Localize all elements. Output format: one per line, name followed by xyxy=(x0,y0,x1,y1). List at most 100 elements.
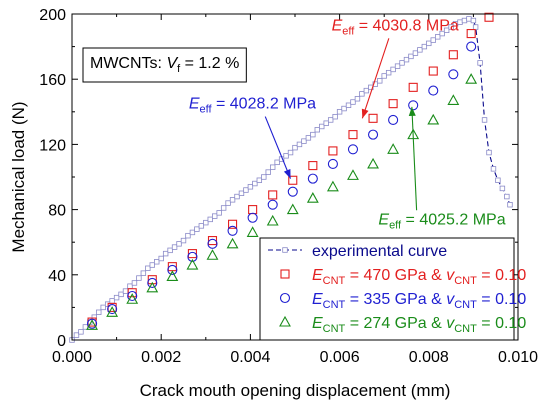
data-point-circle xyxy=(327,158,338,170)
data-point-square xyxy=(127,288,137,298)
y-tick-label: 80 xyxy=(48,203,66,220)
data-point-experimental xyxy=(118,291,124,298)
data-point-experimental xyxy=(73,332,80,338)
data-point-experimental xyxy=(377,78,383,84)
y-tick-label: 120 xyxy=(39,137,66,154)
data-point-experimental xyxy=(194,226,200,232)
data-point-experimental xyxy=(82,324,89,330)
data-point-experimental xyxy=(176,241,182,247)
legend-symbol: E xyxy=(312,315,323,332)
data-point-triangle xyxy=(86,319,99,330)
data-point-experimental xyxy=(461,17,468,24)
data-point-experimental xyxy=(412,50,419,56)
data-point-triangle xyxy=(347,169,359,180)
data-point-circle xyxy=(207,238,218,249)
data-point-circle xyxy=(187,251,198,262)
data-point-triangle xyxy=(226,237,239,249)
data-point-experimental xyxy=(477,60,483,66)
x-tick-label: 0.000 xyxy=(52,349,92,366)
annotation-symbol: E xyxy=(189,96,200,113)
data-point-circle xyxy=(267,199,278,210)
data-point-circle xyxy=(147,277,158,289)
data-point-experimental xyxy=(149,262,155,268)
data-point-circle xyxy=(408,100,419,111)
data-point-experimental xyxy=(499,185,506,192)
data-point-experimental xyxy=(341,105,347,112)
data-point-square xyxy=(428,66,438,76)
legend-subscript: CNT xyxy=(323,275,346,287)
data-point-experimental xyxy=(256,177,263,183)
data-point-circle xyxy=(466,41,477,52)
annotation-arrow xyxy=(361,38,390,119)
legend-subscript: CNT xyxy=(323,323,346,335)
x-axis-label: Crack mouth opening displacement (mm) xyxy=(140,381,451,400)
legend-marker-triangle xyxy=(279,315,291,327)
annotation-label: Eeff = 4030.8 MPa xyxy=(332,17,459,37)
data-point-experimental xyxy=(390,66,396,73)
x-tick-label: 0.002 xyxy=(141,349,181,366)
data-point-experimental xyxy=(198,223,205,229)
data-point-experimental xyxy=(421,43,428,50)
legend-subscript: CNT xyxy=(323,299,346,311)
data-point-triangle xyxy=(286,203,299,215)
data-point-experimental xyxy=(238,190,245,196)
data-point-triangle xyxy=(106,306,119,317)
data-point-triangle xyxy=(465,73,478,84)
data-point-circle xyxy=(367,129,379,140)
legend-label: ECNT = 470 GPa & vCNT = 0.10 xyxy=(312,267,526,287)
data-point-experimental xyxy=(319,123,325,130)
annotation-arrow xyxy=(411,106,418,211)
legend-text: = 0.10 xyxy=(477,315,526,332)
data-point-triangle xyxy=(146,281,159,293)
annotation-subscript: eff xyxy=(342,25,355,37)
annotation-arrowhead xyxy=(408,106,416,117)
data-point-square xyxy=(466,29,476,39)
data-point-experimental xyxy=(381,73,387,79)
data-point-experimental xyxy=(470,17,477,24)
data-point-experimental xyxy=(287,149,294,156)
data-point-experimental xyxy=(261,174,267,180)
legend-label: ECNT = 274 GPa & vCNT = 0.10 xyxy=(312,315,526,335)
data-point-experimental xyxy=(113,294,120,301)
data-point-triangle xyxy=(447,94,460,105)
data-point-triangle xyxy=(387,143,400,154)
data-point-square xyxy=(288,175,298,185)
data-point-circle xyxy=(107,303,118,315)
data-point-experimental xyxy=(486,149,492,156)
legend-symbol: v xyxy=(446,315,455,332)
x-tick-label: 0.006 xyxy=(320,349,360,366)
annotation-value: = 4030.8 MPa xyxy=(354,17,459,34)
data-point-triangle xyxy=(186,258,199,270)
y-tick-label: 0 xyxy=(57,333,66,350)
legend-text: = 470 GPa & xyxy=(345,267,446,284)
mark-layer: 0.000 0.002 0.004 0.006 0.008 0.010 0 40 80 120 16… xyxy=(39,7,538,366)
data-point-experimental xyxy=(439,30,445,37)
data-point-square xyxy=(368,113,378,123)
data-point-experimental xyxy=(426,40,432,47)
data-point-experimental xyxy=(162,250,169,257)
data-point-triangle xyxy=(326,180,339,192)
annotation-label: Eeff = 4025.2 MPa xyxy=(378,211,505,231)
data-point-square xyxy=(448,50,458,60)
data-point-experimental xyxy=(189,229,196,236)
data-point-experimental xyxy=(292,144,298,151)
data-point-experimental xyxy=(180,237,187,244)
legend-label: experimental curve xyxy=(312,243,447,260)
legend-symbol: E xyxy=(312,267,323,284)
legend-subscript: CNT xyxy=(454,299,477,311)
data-point-circle xyxy=(227,225,238,236)
data-point-experimental xyxy=(363,87,370,94)
data-point-experimental xyxy=(372,81,378,87)
annotation-subscript: eff xyxy=(200,104,213,116)
data-point-circle xyxy=(307,173,318,184)
data-point-experimental xyxy=(265,169,271,175)
data-point-square xyxy=(248,205,258,215)
data-point-experimental xyxy=(430,37,436,43)
y-tick-label: 160 xyxy=(39,72,66,89)
data-point-experimental xyxy=(296,141,303,148)
data-point-experimental xyxy=(212,213,218,219)
data-point-experimental xyxy=(78,329,84,335)
data-point-experimental xyxy=(507,202,513,208)
data-point-experimental xyxy=(136,275,142,281)
legend-subscript: CNT xyxy=(454,323,477,335)
